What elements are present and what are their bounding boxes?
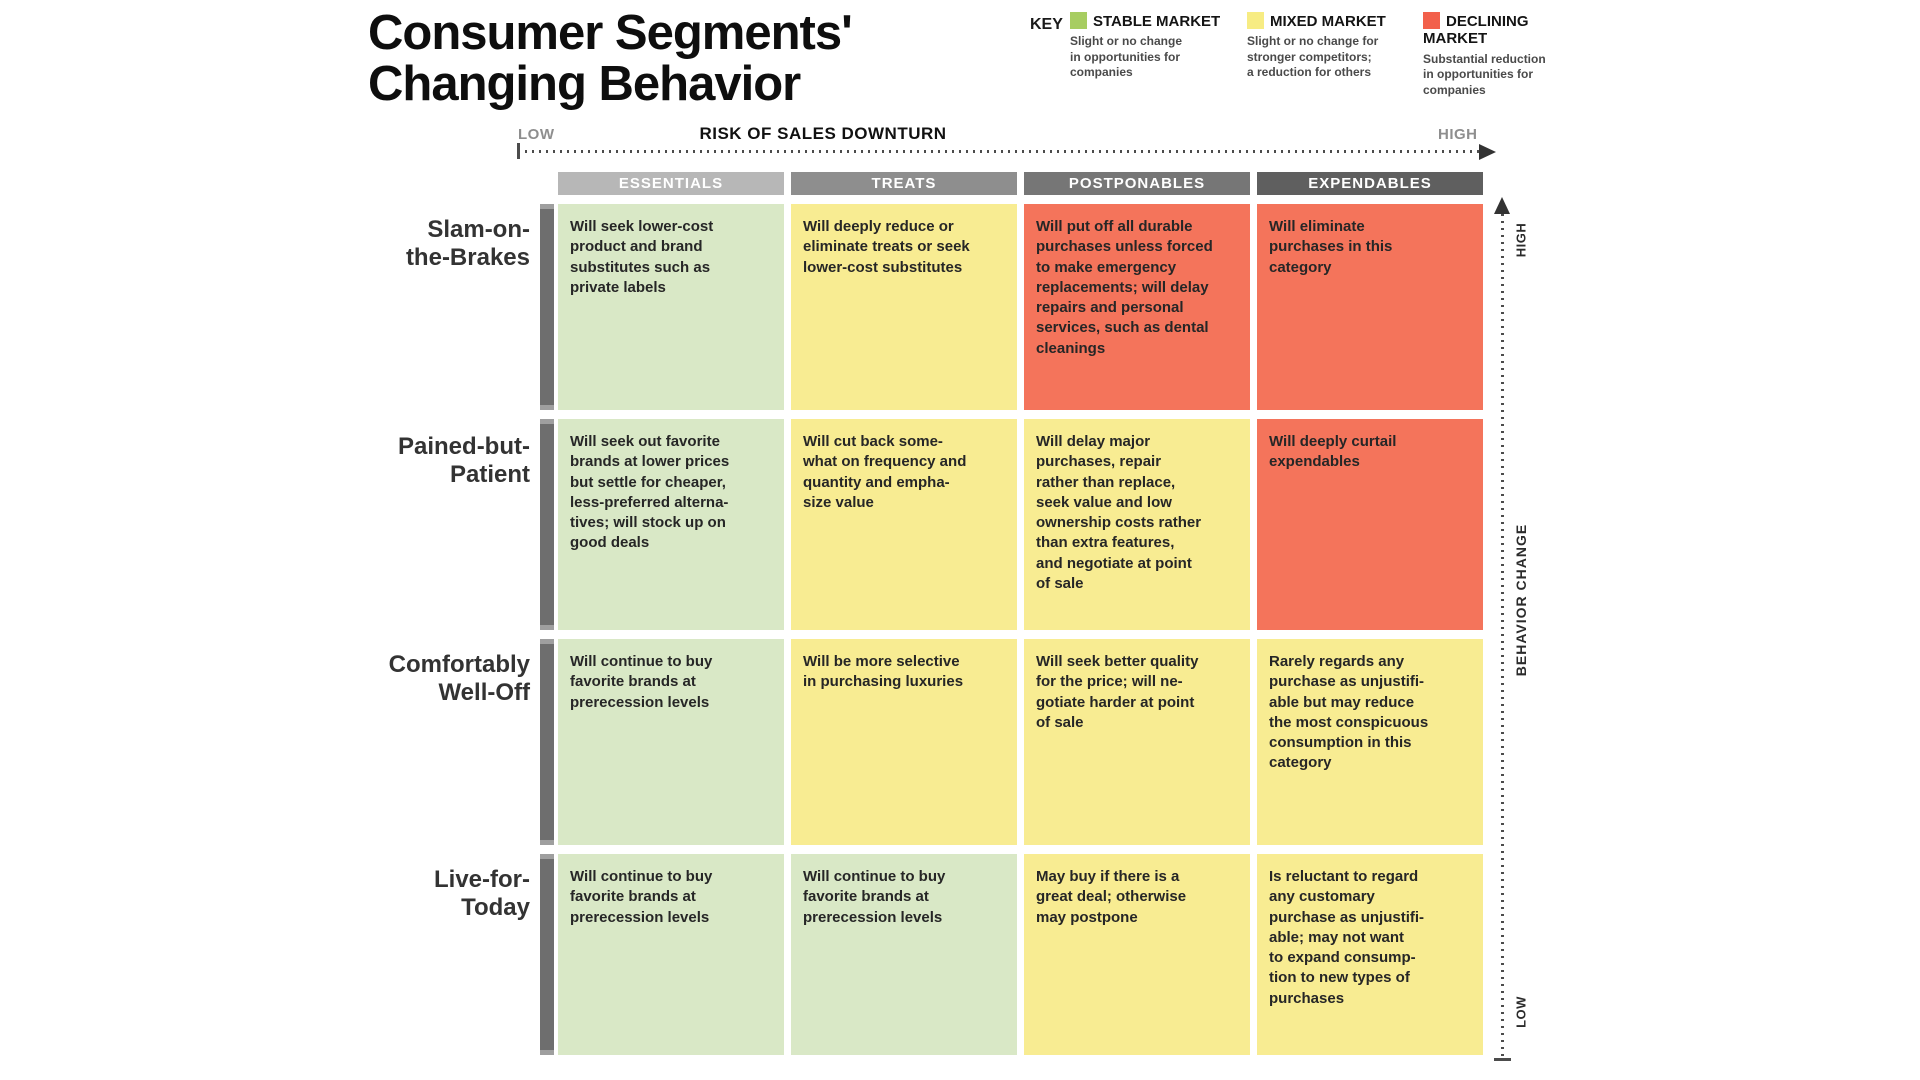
y-axis-dotted-line — [1501, 214, 1504, 1058]
cell-text: Will deeply reduce or eliminate treats o… — [803, 218, 970, 276]
legend-name: STABLE MARKET — [1093, 13, 1221, 30]
cell-live-for-today-essentials: Will continue to buy favorite brands at … — [558, 854, 784, 1055]
legend-description: Slight or no change for stronger competi… — [1247, 34, 1379, 80]
segment-behavior-matrix: ESSENTIALS TREATS POSTPONABLES EXPENDABL… — [558, 172, 1483, 1055]
legend-name: DECLINING MARKET — [1423, 13, 1529, 48]
cell-text: Will be more selective in purchasing lux… — [803, 653, 964, 691]
cell-comfortably-well-off-postponables: Will seek better quality for the price; … — [1024, 639, 1250, 845]
cell-text: Rarely regards any purchase as unjustifi… — [1269, 653, 1429, 772]
cell-text: Will seek lower-cost product and brand s… — [570, 218, 714, 296]
row-strip — [540, 854, 554, 1055]
cell-slam-on-the-brakes-expendables: Will eliminate purchases in this categor… — [1257, 204, 1483, 410]
cell-live-for-today-treats: Will continue to buy favorite brands at … — [791, 854, 1017, 1055]
y-axis-high-label: HIGH — [1513, 222, 1529, 258]
x-axis-title: RISK OF SALES DOWNTURN — [699, 124, 947, 143]
cell-text: Will eliminate purchases in this categor… — [1269, 218, 1393, 276]
y-axis-end-tick — [1494, 1058, 1511, 1061]
column-header-essentials: ESSENTIALS — [558, 172, 784, 195]
cell-text: Will deeply curtail expendables — [1269, 433, 1397, 471]
cell-text: Will seek out favorite brands at lower p… — [570, 433, 730, 552]
cell-text: Will continue to buy favorite brands at … — [570, 653, 713, 711]
cell-pained-but-patient-expendables: Will deeply curtail expendables — [1257, 419, 1483, 630]
row-label-slam-on-the-brakes: Slam-on- the-Brakes — [405, 216, 530, 272]
column-header-expendables: EXPENDABLES — [1257, 172, 1483, 195]
x-axis-low-label: LOW — [518, 126, 555, 143]
column-header-postponables: POSTPONABLES — [1024, 172, 1250, 195]
declining-market-swatch-icon — [1423, 12, 1440, 29]
row-label-pained-but-patient: Pained-but- Patient — [398, 433, 530, 489]
cell-text: Is reluctant to regard any customary pur… — [1269, 868, 1425, 1007]
cell-text: Will cut back some- what on frequency an… — [803, 433, 967, 511]
x-axis-dotted-line — [518, 150, 1480, 153]
cell-text: Will continue to buy favorite brands at … — [803, 868, 946, 926]
row-strip — [540, 419, 554, 630]
legend-description: Substantial reduction in opportunities f… — [1423, 51, 1546, 97]
x-axis-arrow-icon — [1479, 144, 1496, 160]
legend-item-stable-market: STABLE MARKET Slight or no change in opp… — [1070, 12, 1228, 81]
cell-pained-but-patient-postponables: Will delay major purchases, repair rathe… — [1024, 419, 1250, 630]
y-axis-arrow-icon — [1494, 197, 1510, 214]
cell-slam-on-the-brakes-treats: Will deeply reduce or eliminate treats o… — [791, 204, 1017, 410]
row-label-comfortably-well-off: Comfortably Well-Off — [388, 651, 530, 707]
legend-item-declining-market: DECLINING MARKET Substantial reduction i… — [1423, 12, 1558, 98]
legend-name: MIXED MARKET — [1270, 13, 1386, 30]
cell-text: Will delay major purchases, repair rathe… — [1036, 433, 1202, 592]
row-strip — [540, 204, 554, 410]
row-label-live-for-today: Live-for- Today — [434, 866, 530, 922]
cell-slam-on-the-brakes-essentials: Will seek lower-cost product and brand s… — [558, 204, 784, 410]
cell-text: May buy if there is a great deal; otherw… — [1036, 868, 1187, 926]
legend-item-mixed-market: MIXED MARKET Slight or no change for str… — [1247, 12, 1409, 81]
mixed-market-swatch-icon — [1247, 12, 1264, 29]
cell-text: Will put off all durable purchases unles… — [1036, 218, 1213, 357]
y-axis-low-label: LOW — [1513, 996, 1529, 1028]
cell-text: Will continue to buy favorite brands at … — [570, 868, 713, 926]
legend-description: Slight or no change in opportunities for… — [1070, 34, 1183, 80]
figure-title: Consumer Segments' Changing Behavior — [368, 6, 853, 111]
cell-comfortably-well-off-treats: Will be more selective in purchasing lux… — [791, 639, 1017, 845]
cell-pained-but-patient-treats: Will cut back some- what on frequency an… — [791, 419, 1017, 630]
legend-key-label: KEY — [1030, 16, 1063, 33]
cell-comfortably-well-off-expendables: Rarely regards any purchase as unjustifi… — [1257, 639, 1483, 845]
stable-market-swatch-icon — [1070, 12, 1087, 29]
row-strip — [540, 639, 554, 845]
cell-text: Will seek better quality for the price; … — [1036, 653, 1199, 731]
cell-pained-but-patient-essentials: Will seek out favorite brands at lower p… — [558, 419, 784, 630]
cell-slam-on-the-brakes-postponables: Will put off all durable purchases unles… — [1024, 204, 1250, 410]
cell-comfortably-well-off-essentials: Will continue to buy favorite brands at … — [558, 639, 784, 845]
cell-live-for-today-expendables: Is reluctant to regard any customary pur… — [1257, 854, 1483, 1055]
cell-live-for-today-postponables: May buy if there is a great deal; otherw… — [1024, 854, 1250, 1055]
column-header-treats: TREATS — [791, 172, 1017, 195]
x-axis-high-label: HIGH — [1438, 126, 1478, 143]
y-axis-title: BEHAVIOR CHANGE — [1513, 523, 1529, 677]
